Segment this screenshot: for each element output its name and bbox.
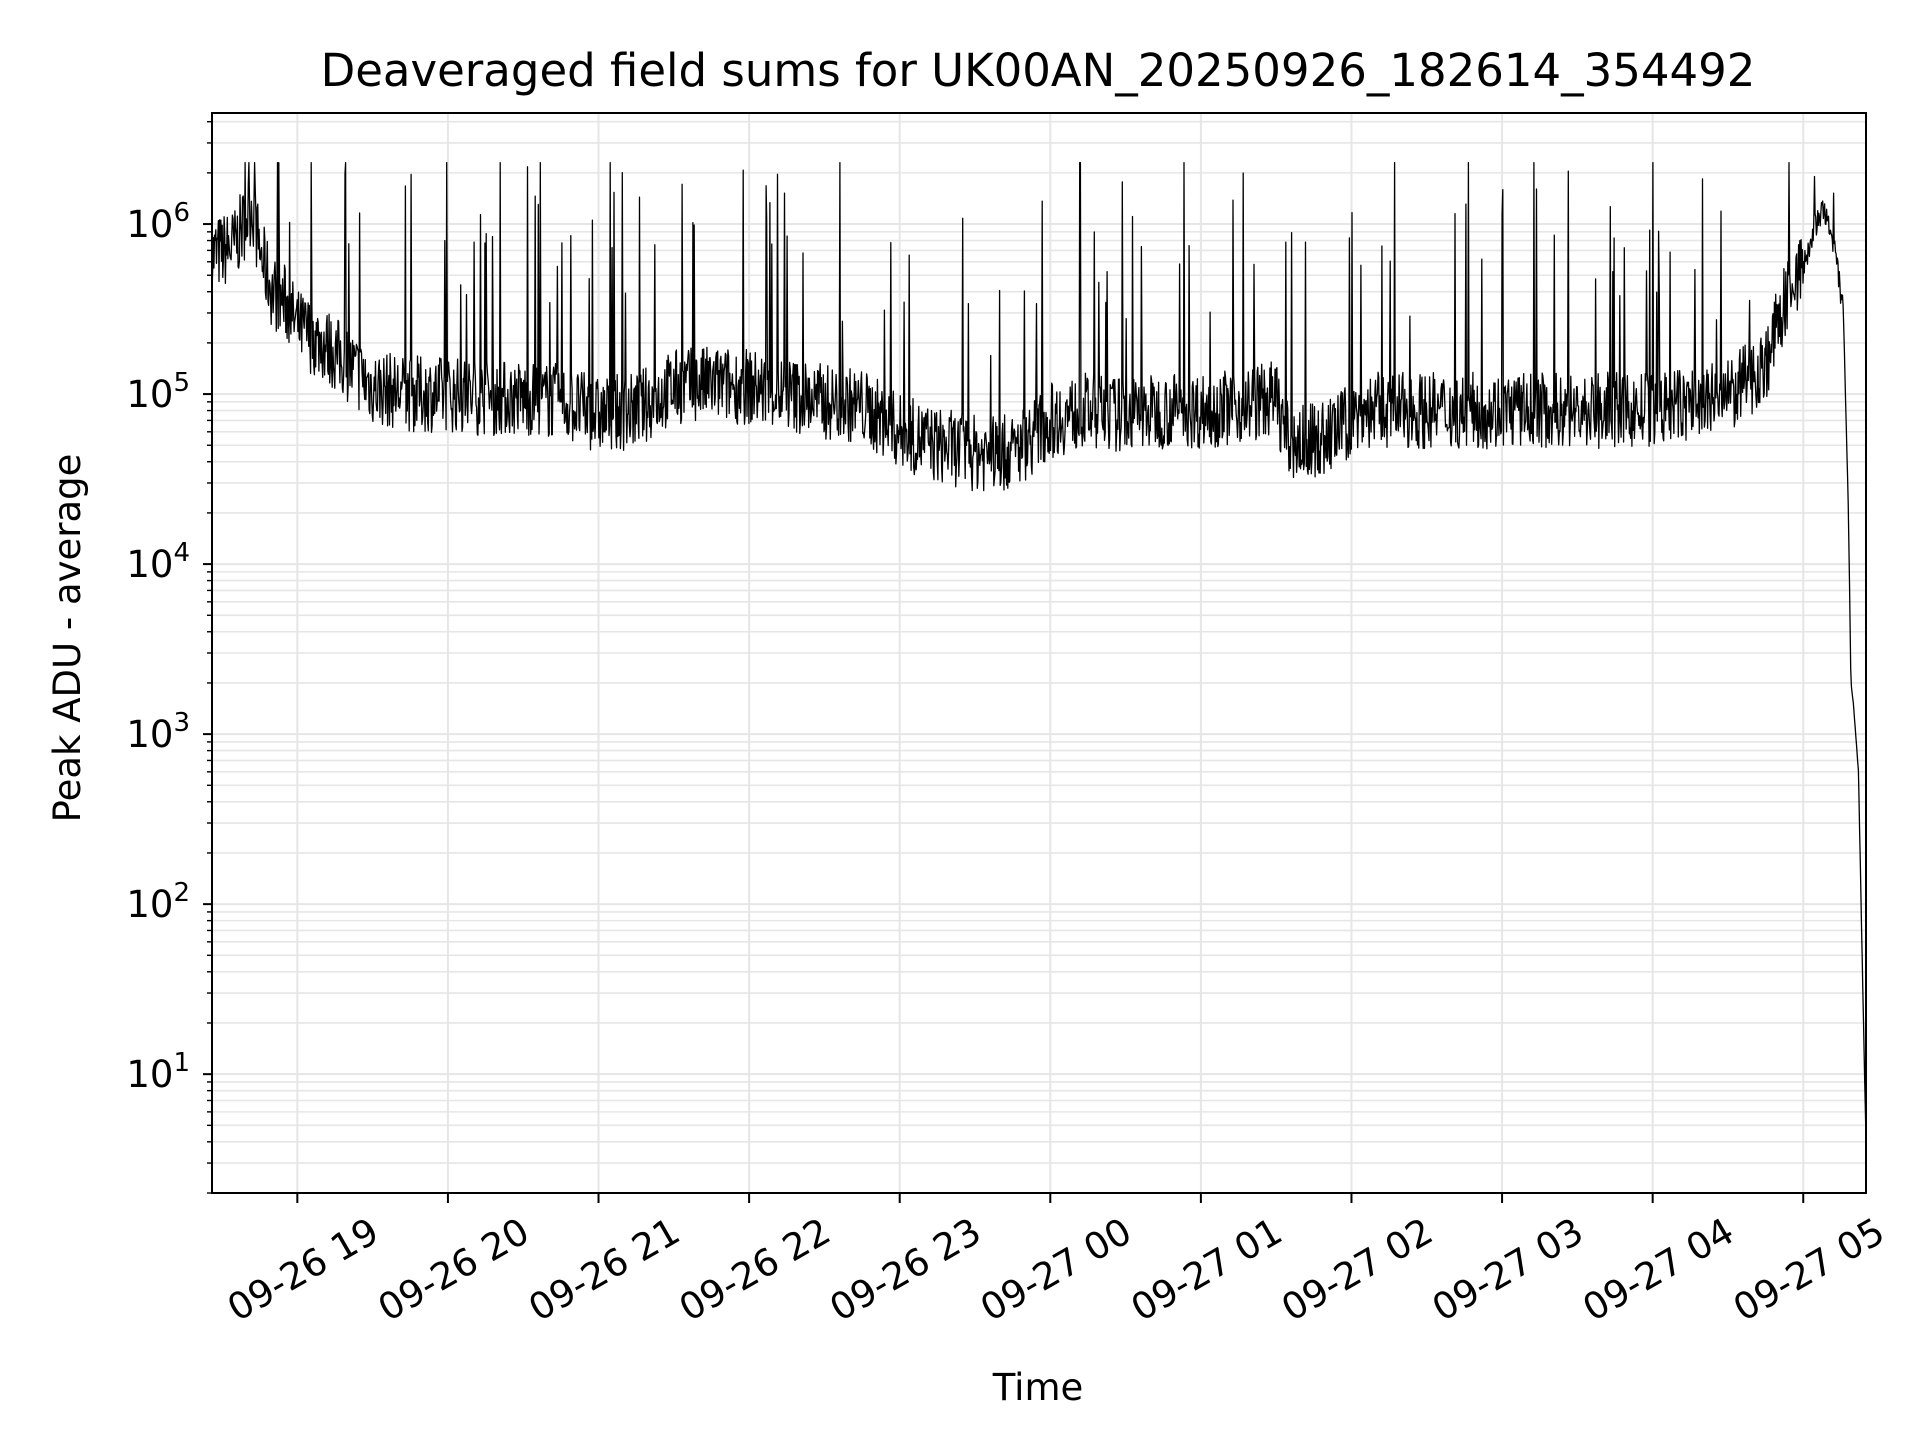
y-tick-label: 103 [126, 708, 190, 756]
y-tick-label: 106 [126, 198, 190, 246]
y-axis-label: Peak ADU - average [46, 454, 89, 823]
y-tick-label: 101 [126, 1048, 190, 1096]
data-layer [211, 161, 1867, 1142]
chart-title: Deaveraged field sums for UK00AN_2025092… [321, 44, 1756, 97]
y-tick-label: 104 [126, 538, 190, 586]
series-line [211, 161, 1867, 1142]
y-tick-label: 102 [126, 878, 190, 926]
grid-layer [212, 113, 1866, 1194]
y-tick-label: 105 [126, 368, 190, 416]
x-axis-label: Time [992, 1366, 1084, 1409]
